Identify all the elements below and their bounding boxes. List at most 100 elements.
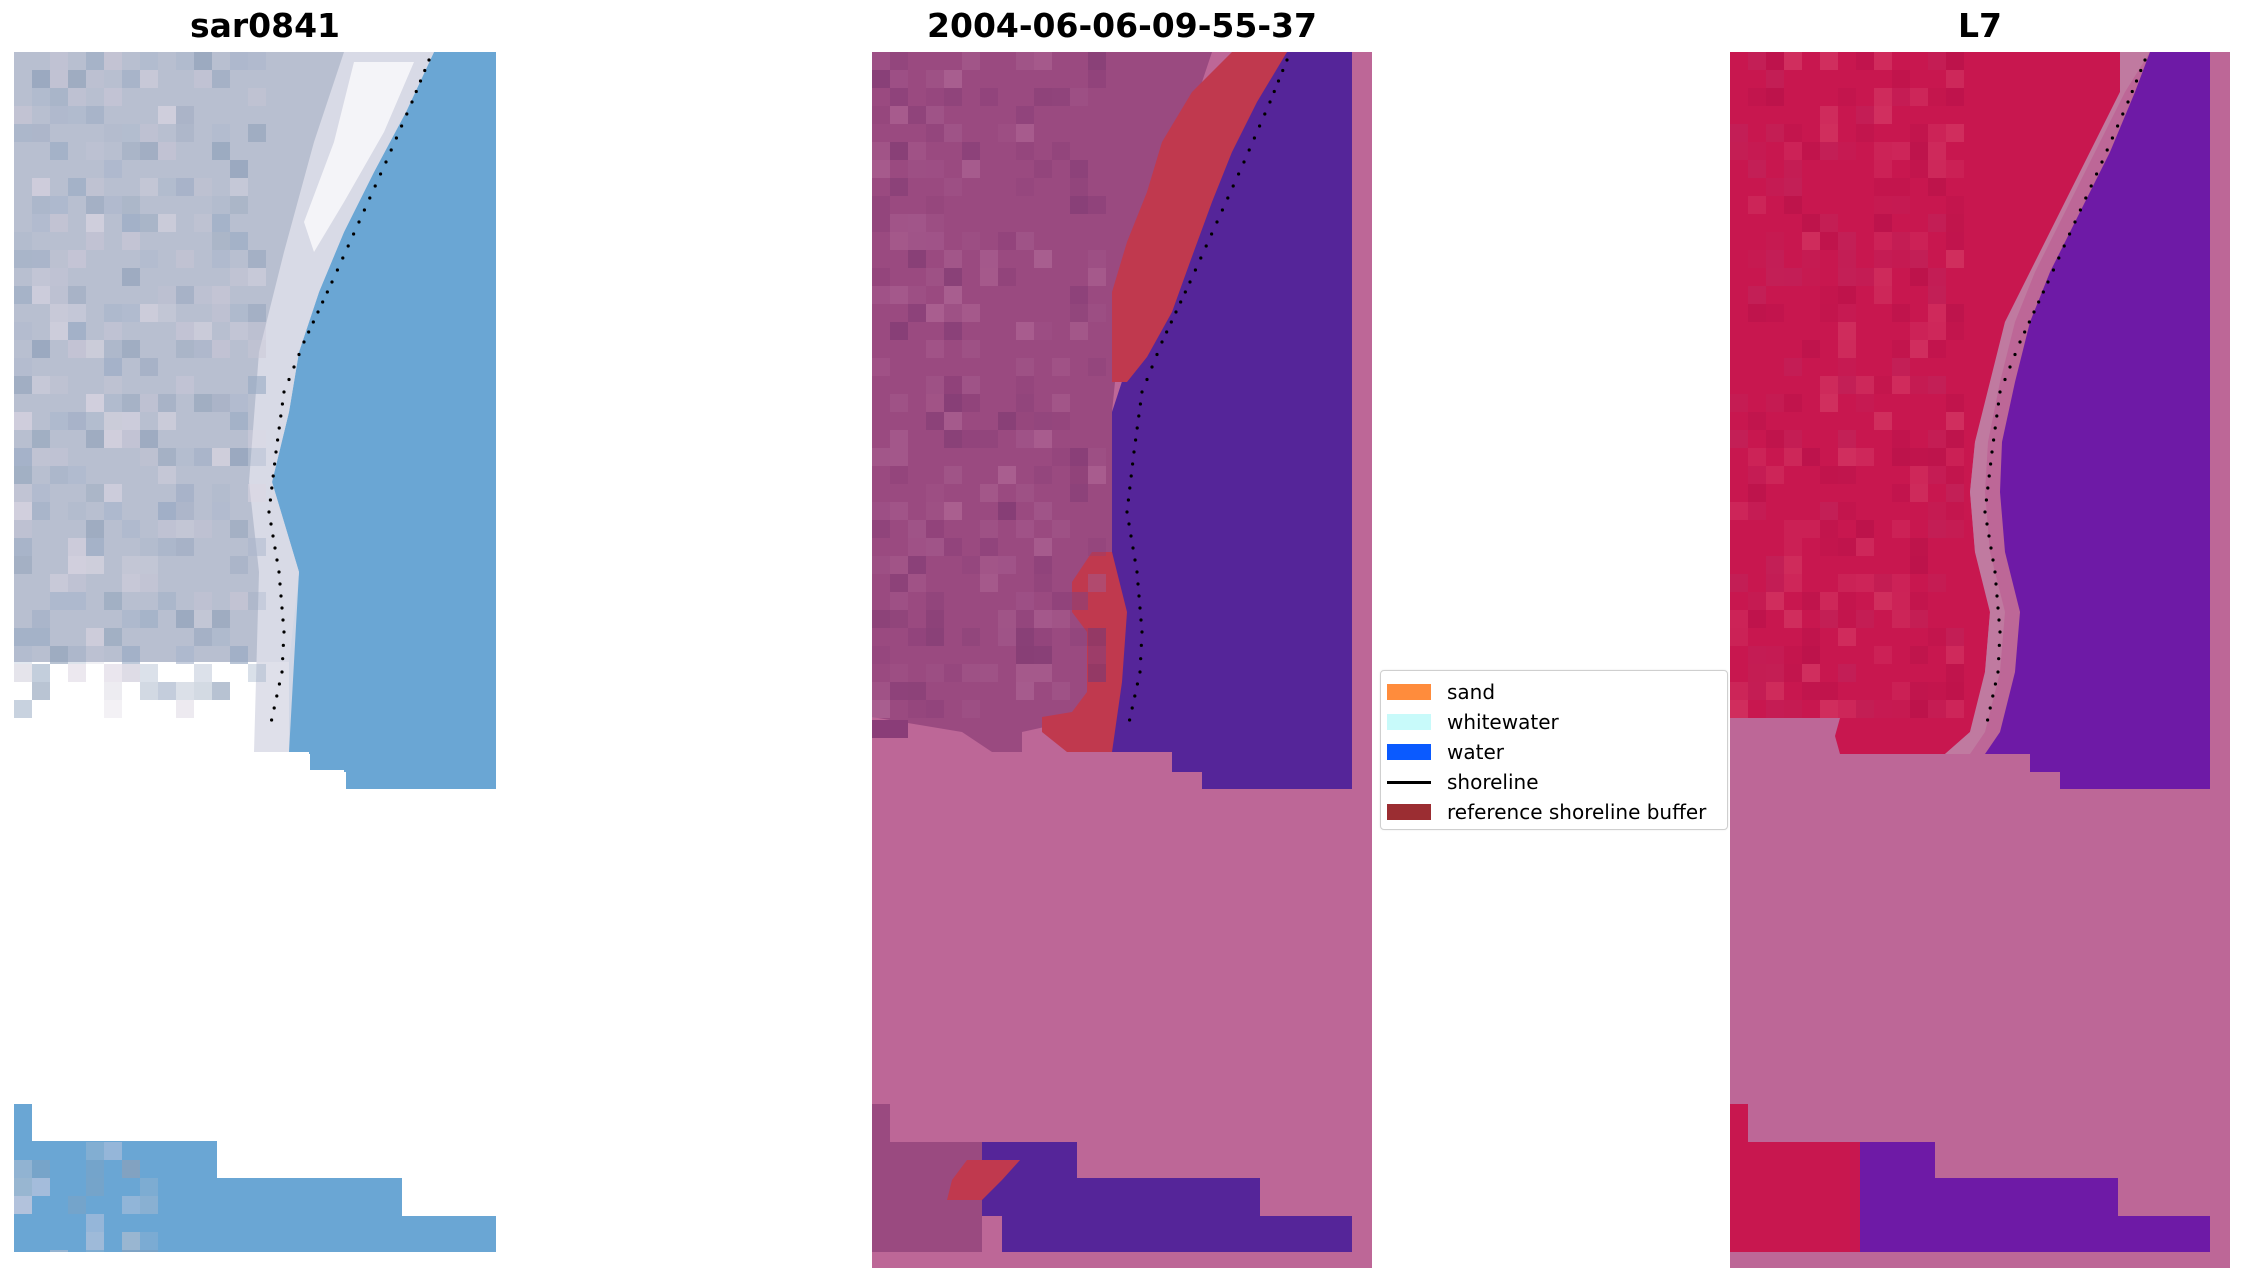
pixel-cell bbox=[1946, 52, 1964, 70]
pixel-cell bbox=[230, 520, 248, 538]
pixel-cell bbox=[1034, 538, 1052, 556]
pixel-cell bbox=[122, 1232, 140, 1250]
shoreline-point bbox=[1138, 670, 1142, 674]
pixel-cell bbox=[1874, 268, 1892, 286]
pixel-cell bbox=[140, 52, 158, 70]
pixel-cell bbox=[1070, 628, 1088, 646]
shoreline-point bbox=[1237, 172, 1241, 176]
pixel-cell bbox=[1748, 646, 1766, 664]
pixel-cell bbox=[1784, 610, 1802, 628]
pixel-cell bbox=[1928, 376, 1946, 394]
pixel-cell bbox=[1802, 142, 1820, 160]
pixel-cell bbox=[890, 88, 908, 106]
shoreline-point bbox=[1140, 630, 1144, 634]
pixel-cell bbox=[1052, 88, 1070, 106]
shoreline-point bbox=[352, 232, 356, 236]
shoreline-point bbox=[2110, 136, 2114, 140]
pixel-cell bbox=[1016, 520, 1034, 538]
pixel-cell bbox=[926, 124, 944, 142]
shoreline-point bbox=[2126, 100, 2130, 104]
pixel-cell bbox=[1910, 484, 1928, 502]
pixel-cell bbox=[122, 520, 140, 538]
shoreline-point bbox=[273, 546, 277, 550]
pixel-cell bbox=[1748, 682, 1766, 700]
pixel-cell bbox=[104, 340, 122, 358]
pixel-cell bbox=[1892, 70, 1910, 88]
pixel-cell bbox=[1088, 448, 1106, 466]
pixel-cell bbox=[32, 124, 50, 142]
pixel-cell bbox=[890, 574, 908, 592]
pixel-cell bbox=[68, 250, 86, 268]
pixel-cell bbox=[104, 628, 122, 646]
pixel-cell bbox=[962, 232, 980, 250]
pixel-cell bbox=[1928, 214, 1946, 232]
pixel-cell bbox=[32, 214, 50, 232]
pixel-cell bbox=[122, 232, 140, 250]
pixel-cell bbox=[926, 214, 944, 232]
pixel-cell bbox=[230, 232, 248, 250]
shoreline-point bbox=[341, 256, 345, 260]
pixel-cell bbox=[1016, 376, 1034, 394]
pixel-cell bbox=[140, 142, 158, 160]
shoreline-point bbox=[423, 68, 427, 73]
pixel-cell bbox=[1016, 412, 1034, 430]
pixel-cell bbox=[158, 682, 176, 700]
pixel-cell bbox=[158, 106, 176, 124]
pixel-cell bbox=[998, 502, 1016, 520]
pixel-cell bbox=[14, 286, 32, 304]
shoreline-point bbox=[2116, 124, 2120, 128]
pixel-cell bbox=[248, 268, 266, 286]
pixel-cell bbox=[1838, 502, 1856, 520]
pixel-cell bbox=[86, 646, 104, 664]
pixel-cell bbox=[890, 682, 908, 700]
shoreline-point bbox=[2023, 330, 2027, 334]
pixel-cell bbox=[86, 538, 104, 556]
pixel-cell bbox=[1910, 250, 1928, 268]
pixel-cell bbox=[944, 268, 962, 286]
pixel-cell bbox=[212, 124, 230, 142]
pixel-cell bbox=[1910, 160, 1928, 178]
pixel-cell bbox=[1766, 556, 1784, 574]
shoreline-point bbox=[1135, 570, 1139, 574]
pixel-cell bbox=[1838, 376, 1856, 394]
pixel-cell bbox=[50, 412, 68, 430]
pixel-cell bbox=[50, 214, 68, 232]
shoreline-point bbox=[271, 534, 275, 538]
pixel-cell bbox=[1892, 196, 1910, 214]
pixel-cell bbox=[872, 70, 890, 88]
pixel-cell bbox=[194, 286, 212, 304]
shoreline-point bbox=[277, 426, 281, 430]
pixel-cell bbox=[1802, 250, 1820, 268]
pixel-cell bbox=[176, 322, 194, 340]
pixel-cell bbox=[86, 628, 104, 646]
pixel-cell bbox=[1910, 232, 1928, 250]
pixel-cell bbox=[1946, 88, 1964, 106]
pixel-cell bbox=[1784, 196, 1802, 214]
pixel-cell bbox=[1946, 322, 1964, 340]
pixel-cell bbox=[176, 106, 194, 124]
pixel-cell bbox=[1016, 592, 1034, 610]
pixel-cell bbox=[1730, 682, 1748, 700]
pixel-cell bbox=[212, 286, 230, 304]
pixel-cell bbox=[998, 412, 1016, 430]
pixel-cell bbox=[1802, 268, 1820, 286]
pixel-cell bbox=[1838, 358, 1856, 376]
pixel-cell bbox=[248, 88, 266, 106]
legend-swatch-water bbox=[1387, 744, 1431, 760]
pixel-cell bbox=[32, 196, 50, 214]
pixel-cell bbox=[1928, 430, 1946, 448]
pixel-cell bbox=[1016, 358, 1034, 376]
pixel-cell bbox=[926, 664, 944, 682]
pixel-cell bbox=[926, 106, 944, 124]
shoreline-point bbox=[2037, 300, 2041, 304]
pixel-cell bbox=[926, 538, 944, 556]
pixel-cell bbox=[50, 466, 68, 484]
pixel-cell bbox=[1874, 592, 1892, 610]
pixel-cell bbox=[1928, 88, 1946, 106]
pixel-cell bbox=[140, 1250, 158, 1252]
pixel-cell bbox=[194, 214, 212, 232]
shoreline-point bbox=[1125, 510, 1129, 514]
pixel-cell bbox=[1730, 502, 1748, 520]
pixel-cell bbox=[14, 376, 32, 394]
shoreline-point bbox=[1169, 320, 1173, 324]
